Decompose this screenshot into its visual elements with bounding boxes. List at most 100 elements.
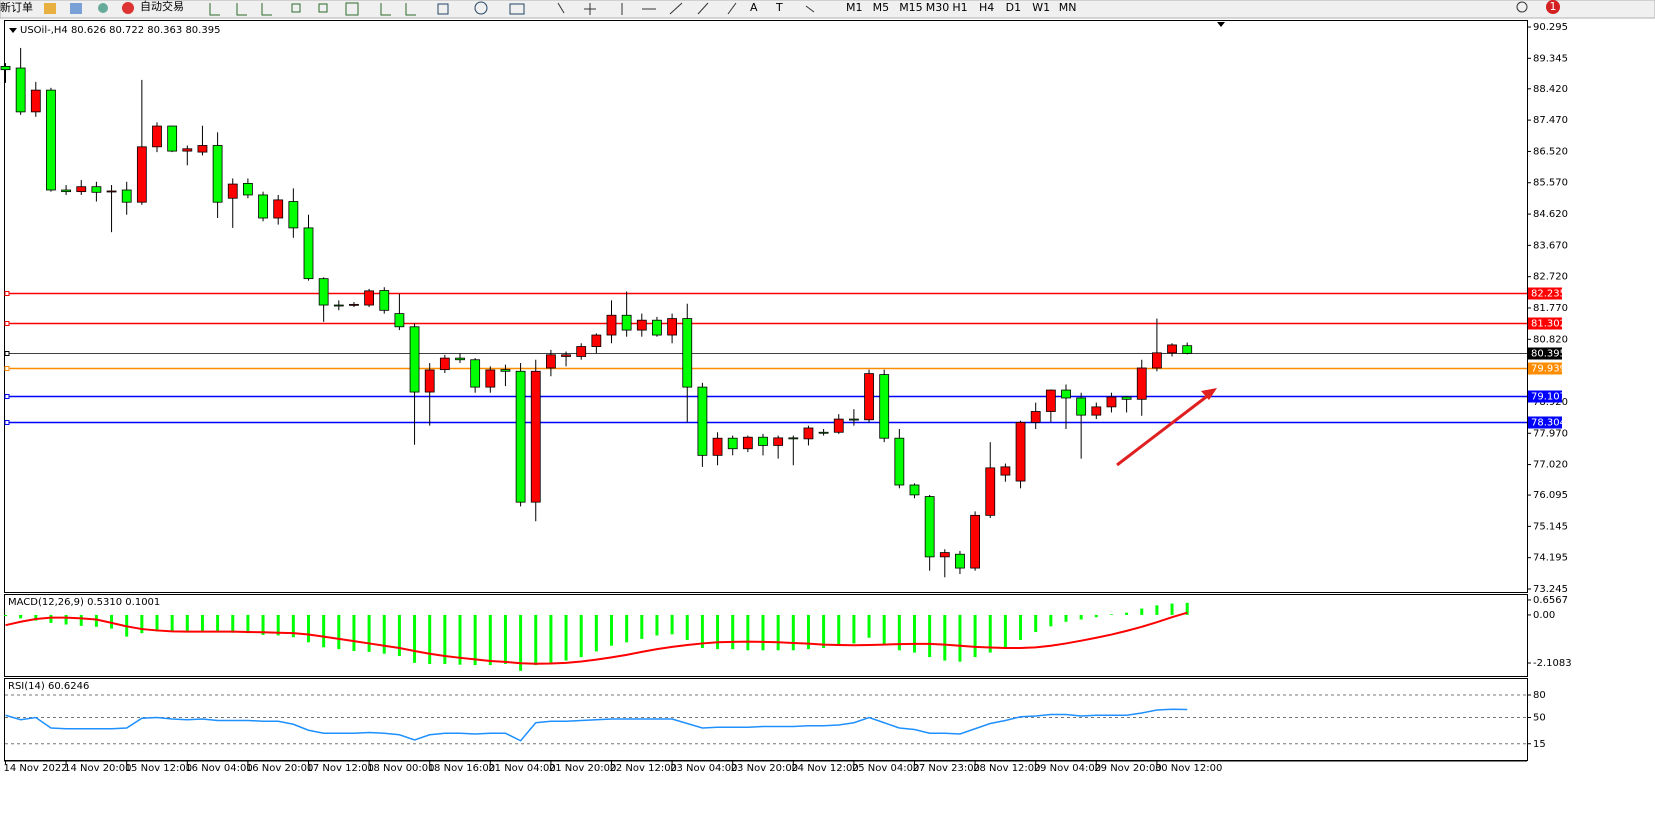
icon[interactable] [437,1,525,15]
level-label: 80.395 [1531,349,1566,360]
candle-body [364,290,375,306]
histogram-bar [791,614,795,651]
indicator-line [5,708,1188,742]
y-tick-label: 50 [1533,713,1546,724]
candle-body [515,370,526,503]
y-tick-label: 80 [1533,690,1546,701]
candle-body [788,437,799,440]
histogram-bar [428,614,432,664]
histogram-bar [655,614,659,636]
timeframe[interactable]: D1 [1006,1,1021,14]
candle-body [985,467,996,516]
histogram-bar [397,614,401,656]
timeframe[interactable]: H1 [952,1,967,14]
histogram-bar [49,614,53,623]
candle-body [455,357,465,361]
candle-body [682,318,693,388]
candle-body [46,89,56,191]
notification[interactable] [1546,0,1560,14]
histogram-bar [155,614,159,632]
histogram-bar [822,614,826,648]
candle-body [1000,466,1011,476]
candle-body [727,437,738,450]
timeframe[interactable]: M5 [873,1,890,14]
level-handle [4,351,10,356]
candle-body [576,346,587,357]
x-tick-label: 18 Nov 00:00 [367,763,434,774]
candle-body [1136,367,1147,400]
level-handle [4,321,10,326]
candle-body [227,183,238,199]
icon-text[interactable]: A [750,1,758,14]
candle-body [939,552,950,558]
histogram-bar [458,614,462,665]
histogram-bar [34,614,38,621]
annotation-arrow [1116,392,1211,467]
icon[interactable] [70,3,82,14]
histogram-bar [291,614,295,638]
histogram-bar [670,614,674,635]
icon-text[interactable]: T [775,1,783,14]
candle-body [833,418,844,433]
candle-body [303,227,314,280]
candle-body [1182,345,1193,354]
macd-title: MACD(12,26,9) 0.5310 0.1001 [8,597,160,608]
candle-body [182,148,193,152]
candle-body [606,314,617,336]
candle-body [258,194,268,219]
histogram-bar [443,614,447,664]
histogram-bar [94,614,98,627]
y-tick-label: 83.670 [1533,240,1568,251]
histogram-bar [261,614,265,635]
histogram-bar [1019,614,1023,641]
candle-body [394,313,405,328]
x-tick-label: 21 Nov 04:00 [488,763,555,774]
candle-body [1061,389,1071,399]
histogram-bar [1109,614,1113,615]
icon[interactable] [209,2,416,16]
new-order[interactable]: 新订单 [0,0,33,14]
plot: 90.295 89.345 88.420 87.470 86.520 85.570 84.6… [0,22,1572,774]
icon[interactable] [44,3,56,14]
y-tick-label: 80.820 [1533,334,1568,345]
timeframe[interactable]: MN [1059,1,1077,14]
menu-triangle [9,28,17,33]
candle-body [318,278,329,306]
search-icon[interactable] [1516,1,1528,13]
level-label: 78.304 [1531,418,1566,429]
histogram-bar [185,614,189,632]
y-tick-label: 86.520 [1533,146,1568,157]
timeframe[interactable]: W1 [1032,1,1050,14]
histogram-bar [852,614,856,644]
candle-body [924,496,935,558]
histogram-bar [564,614,568,661]
histogram-bar [610,614,613,646]
icon[interactable] [98,3,108,13]
histogram-bar [1079,614,1083,620]
icon[interactable] [557,2,815,15]
histogram-bar [1125,612,1129,615]
timeframe[interactable]: H4 [979,1,994,14]
candle-body [1167,344,1177,354]
level-label: 81.302 [1531,319,1566,330]
histogram-bar [746,614,750,651]
candle-body [621,314,632,331]
timeframe[interactable]: M1 [846,1,863,14]
histogram-bar [943,614,947,661]
timeframe[interactable]: M30 [926,1,950,14]
x-tick-label: 21 Nov 20:00 [549,763,616,774]
histogram-bar [413,614,417,663]
candle-body [0,65,11,71]
candle-body [30,89,41,113]
level-handle [4,394,10,399]
candle-body [864,373,874,421]
auto-trading[interactable]: 自动交易 [140,0,184,13]
y-tick-label: 77.020 [1533,460,1568,471]
y-tick-label: 15 [1533,739,1546,750]
timeframe[interactable]: M15 [899,1,923,14]
icon[interactable] [122,2,134,14]
level-label-bg [1528,287,1562,300]
x-tick-label: 14 Nov 2022 [4,763,68,774]
histogram-bar [700,614,704,648]
